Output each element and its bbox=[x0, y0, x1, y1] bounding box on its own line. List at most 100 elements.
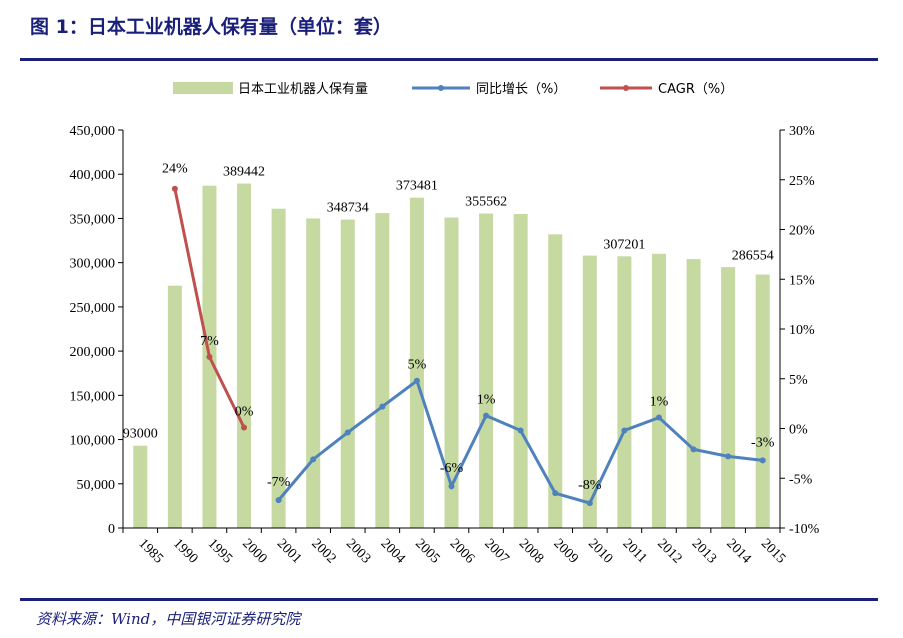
bar-value-label: 389442 bbox=[223, 165, 265, 180]
bar bbox=[513, 214, 528, 528]
point-value-label: 1% bbox=[650, 395, 669, 410]
left-tick-label: 250,000 bbox=[70, 301, 116, 316]
bar bbox=[651, 253, 666, 529]
x-tick-label: 2008 bbox=[516, 536, 546, 566]
left-tick-label: 100,000 bbox=[70, 434, 116, 449]
x-tick-label: 2002 bbox=[308, 536, 338, 566]
x-tick-label: 2015 bbox=[758, 536, 788, 566]
x-tick-label: 2005 bbox=[412, 536, 442, 566]
x-tick-label: 2007 bbox=[481, 536, 511, 566]
right-tick-label: -5% bbox=[789, 472, 813, 487]
bar bbox=[167, 285, 182, 528]
bar-value-label: 348734 bbox=[327, 201, 369, 216]
x-tick-label: 2012 bbox=[654, 536, 684, 566]
bar bbox=[721, 267, 736, 528]
point-value-label: 7% bbox=[200, 334, 219, 349]
x-tick-label: 2001 bbox=[274, 536, 304, 566]
point-value-label: 5% bbox=[408, 358, 427, 373]
bar bbox=[686, 259, 701, 528]
bar bbox=[340, 219, 355, 528]
growth-point bbox=[448, 483, 455, 490]
left-tick-label: 200,000 bbox=[70, 345, 116, 360]
bar bbox=[479, 213, 494, 529]
right-tick-label: 10% bbox=[789, 323, 815, 338]
bar bbox=[237, 183, 252, 528]
growth-point bbox=[413, 377, 420, 384]
bottom-divider bbox=[20, 598, 878, 601]
x-tick-label: 2004 bbox=[378, 536, 408, 566]
point-value-label: -6% bbox=[440, 461, 464, 476]
x-tick-label: 2011 bbox=[620, 536, 650, 566]
right-tick-label: 5% bbox=[789, 373, 808, 388]
chart-area: 0 50,000 100,000 150,000 200,000 250,000 300,0… bbox=[70, 82, 820, 567]
x-tick-label: 2014 bbox=[723, 536, 753, 566]
x-tick-label: 1995 bbox=[205, 536, 235, 566]
x-tick-label: 2009 bbox=[550, 536, 580, 566]
growth-point bbox=[483, 412, 490, 419]
right-tick-label: 0% bbox=[789, 423, 808, 438]
left-tick-label: 450,000 bbox=[70, 124, 116, 139]
legend-label: CAGR（%） bbox=[658, 82, 733, 97]
left-tick-label: 400,000 bbox=[70, 168, 116, 183]
bar bbox=[409, 197, 424, 528]
bar bbox=[375, 213, 390, 529]
x-tick-label: 2000 bbox=[239, 536, 269, 566]
bar bbox=[617, 256, 632, 528]
left-tick-label: 350,000 bbox=[70, 212, 116, 227]
x-tick-label: 2006 bbox=[447, 536, 477, 566]
growth-point bbox=[517, 427, 524, 434]
point-value-label: -8% bbox=[578, 478, 602, 493]
top-divider bbox=[20, 58, 878, 61]
growth-point bbox=[310, 456, 317, 463]
growth-point bbox=[725, 453, 732, 460]
growth-point bbox=[275, 497, 282, 504]
right-tick-label: 25% bbox=[789, 174, 815, 189]
x-tick-label: 2010 bbox=[585, 536, 615, 566]
right-tick-label: -10% bbox=[789, 522, 820, 537]
legend-growth-marker bbox=[438, 85, 444, 91]
legend-label: 同比增长（%） bbox=[476, 82, 566, 97]
right-tick-label: 30% bbox=[789, 124, 815, 139]
legend-bar-swatch bbox=[173, 82, 233, 94]
right-tick-label: 20% bbox=[789, 224, 815, 239]
legend-cagr-marker bbox=[623, 85, 629, 91]
bar bbox=[548, 234, 563, 528]
point-value-label: -3% bbox=[751, 435, 775, 450]
growth-point bbox=[621, 427, 628, 434]
left-tick-label: 0 bbox=[108, 522, 115, 537]
cagr-point bbox=[206, 353, 213, 360]
source-note: 资料来源：Wind，中国银河证券研究院 bbox=[36, 610, 301, 628]
growth-point bbox=[690, 446, 697, 453]
bar-value-label: 286554 bbox=[732, 249, 774, 264]
left-tick-label: 50,000 bbox=[77, 478, 116, 493]
bar-value-label: 307201 bbox=[603, 237, 645, 252]
legend-label: 日本工业机器人保有量 bbox=[238, 82, 368, 97]
bar bbox=[271, 208, 286, 528]
bar bbox=[306, 218, 321, 528]
x-tick-label: 1985 bbox=[135, 536, 165, 566]
left-tick-label: 300,000 bbox=[70, 257, 116, 272]
cagr-point bbox=[241, 424, 248, 431]
point-value-label: 0% bbox=[235, 405, 254, 420]
x-tick-label: 2003 bbox=[343, 536, 373, 566]
bar-value-label: 355562 bbox=[465, 195, 507, 210]
growth-point bbox=[379, 403, 386, 410]
chart-title: 图 1：日本工业机器人保有量（单位：套） bbox=[30, 16, 392, 38]
bar bbox=[444, 217, 459, 528]
cagr-point bbox=[171, 185, 178, 192]
bar-value-label: 93000 bbox=[123, 427, 158, 442]
x-tick-label: 1990 bbox=[170, 536, 200, 566]
bar bbox=[755, 274, 770, 528]
growth-point bbox=[655, 414, 662, 421]
bar bbox=[133, 445, 148, 528]
growth-point bbox=[759, 457, 766, 464]
growth-point bbox=[344, 429, 351, 436]
bar bbox=[582, 255, 597, 528]
growth-point bbox=[552, 490, 559, 497]
point-value-label: -7% bbox=[267, 475, 291, 490]
growth-point bbox=[586, 500, 593, 507]
point-value-label: 1% bbox=[477, 393, 496, 408]
x-tick-label: 2013 bbox=[689, 536, 719, 566]
bar-value-label: 373481 bbox=[396, 179, 438, 194]
left-tick-label: 150,000 bbox=[70, 389, 116, 404]
